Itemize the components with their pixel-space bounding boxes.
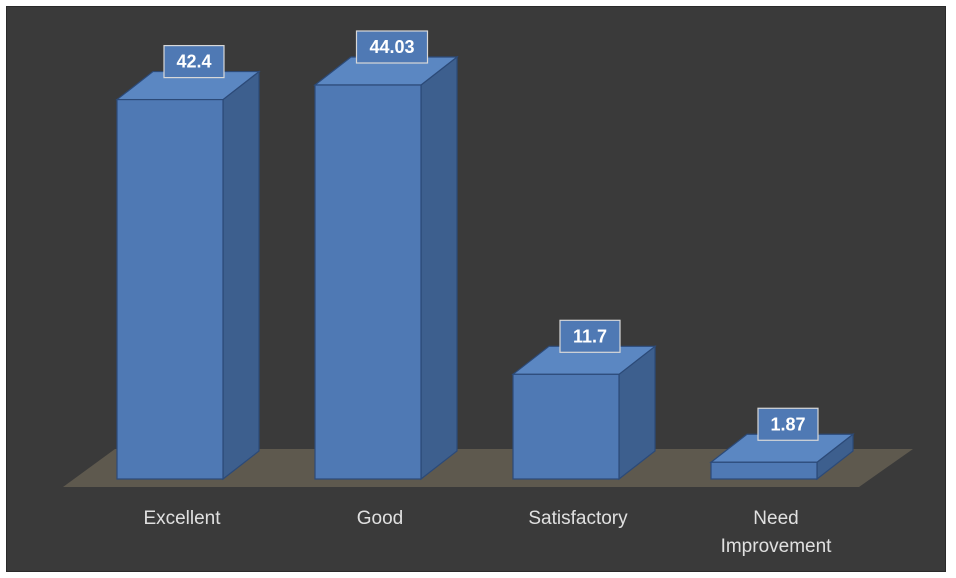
bar-1: [115, 70, 261, 481]
bar-2: [313, 55, 459, 481]
bar-front-face: [512, 373, 620, 480]
bar-front-face: [710, 461, 818, 480]
chart-floor: [63, 449, 913, 487]
category-label: Excellent: [143, 508, 221, 529]
data-label-box: [757, 407, 819, 441]
label-group: 42.4 44.03 11.7 1.87: [163, 30, 819, 441]
data-label-1: 42.4: [163, 44, 225, 79]
bar-chart: 42.4 44.03 11.7 1.87 Excellent Good Satisfact…: [63, 30, 913, 557]
data-label-box: [559, 319, 621, 353]
data-label-text: 1.87: [770, 414, 805, 434]
bar-front-face: [314, 84, 422, 480]
data-label-2: 44.03: [355, 30, 429, 64]
bar-group: [115, 55, 855, 481]
bar-side-face: [420, 55, 458, 481]
data-label-text: 44.03: [369, 37, 414, 57]
data-label-box: [355, 30, 429, 64]
category-label: Need Improvement: [721, 508, 833, 557]
chart-area: 42.4 44.03 11.7 1.87 Excellent Good Satisfact…: [6, 6, 946, 572]
category-label: Satisfactory: [528, 508, 628, 529]
data-label-text: 11.7: [573, 326, 607, 346]
data-label-3: 11.7: [559, 319, 621, 353]
category-label: Good: [357, 508, 403, 529]
bar-4: [709, 433, 855, 481]
data-label-box: [163, 44, 225, 79]
bar-3: [511, 345, 657, 481]
bar-side-face: [222, 70, 260, 481]
bar-front-face: [116, 98, 224, 480]
data-label-text: 42.4: [176, 52, 211, 72]
data-label-4: 1.87: [757, 407, 819, 441]
